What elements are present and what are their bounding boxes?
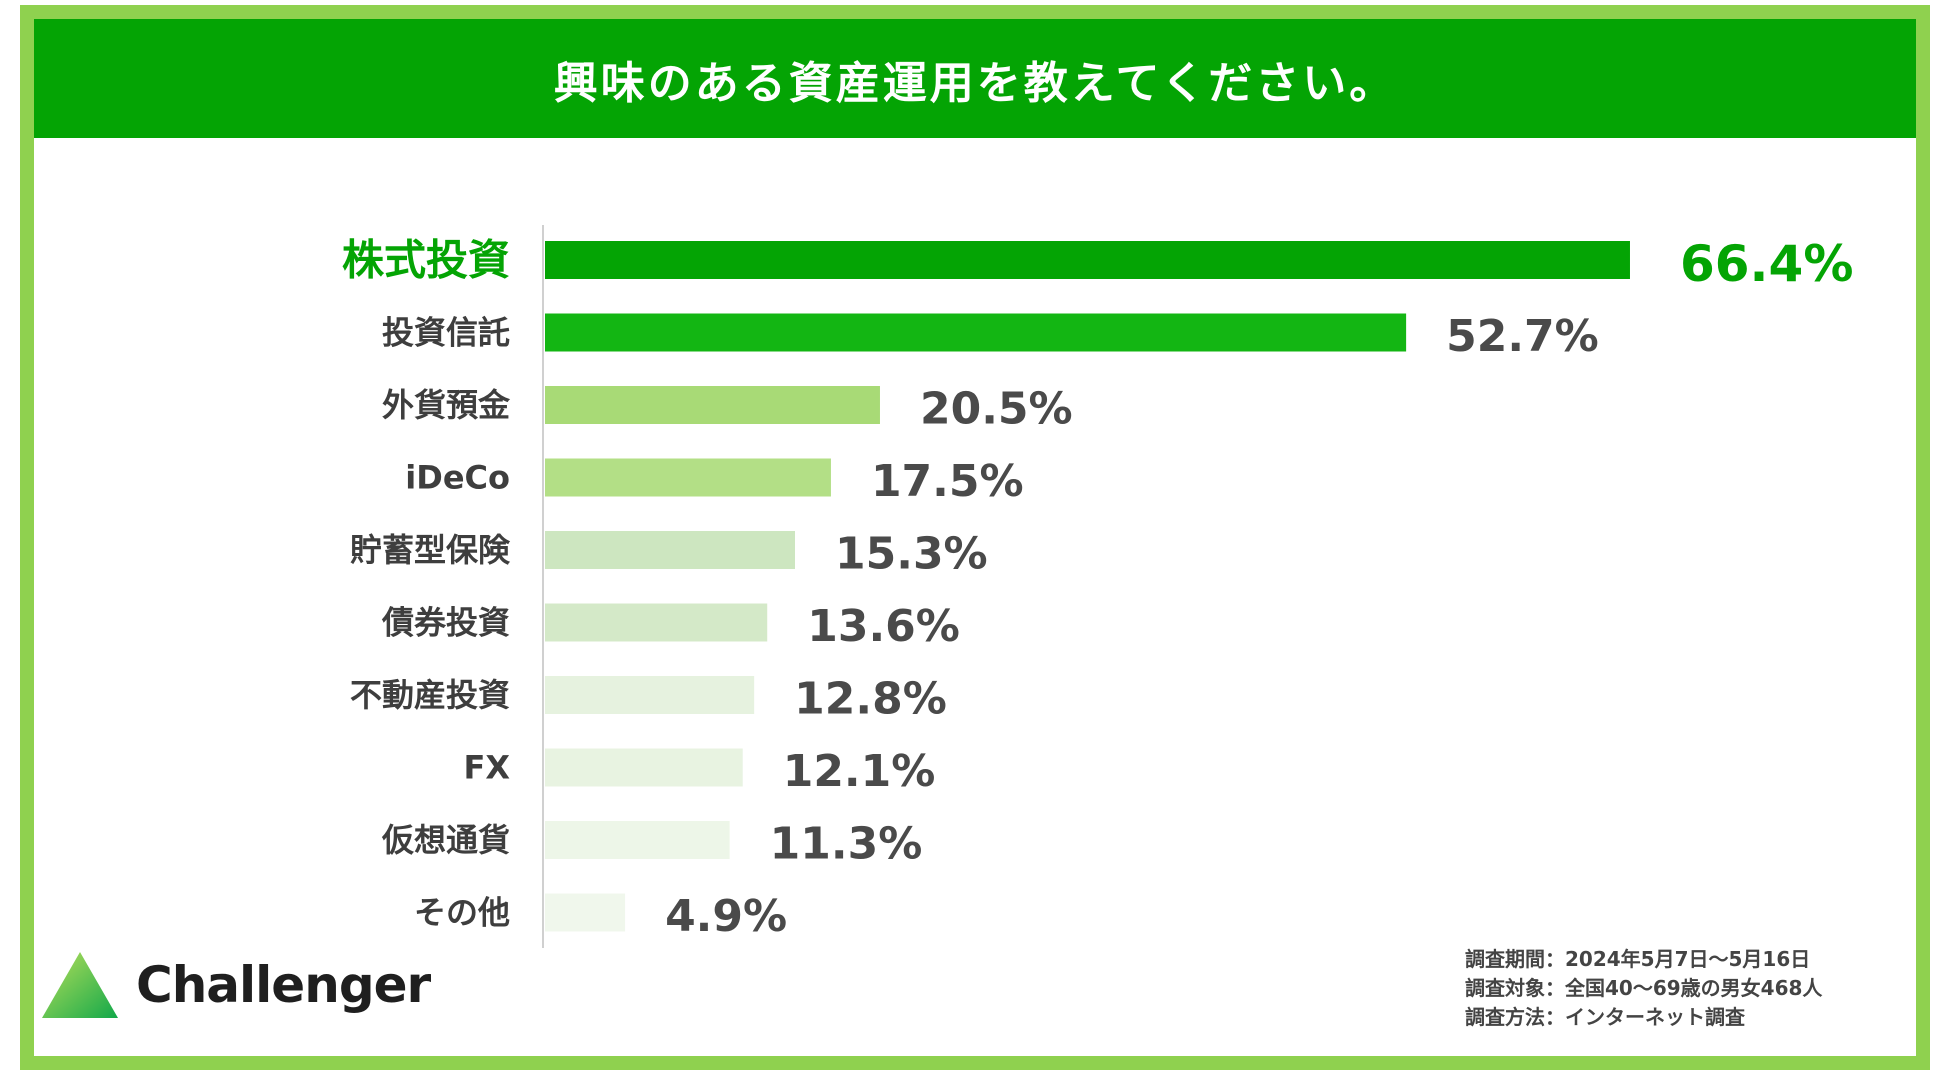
bar (545, 603, 768, 642)
category-label: 債券投資 (381, 604, 510, 642)
value-label: 12.8% (794, 674, 947, 725)
category-label: 仮想通貨 (381, 821, 510, 859)
bar (545, 241, 1630, 279)
title-banner: 興味のある資産運用を教えてください。 (34, 19, 1916, 138)
logo-wordmark: Challenger (136, 956, 431, 1014)
survey-notes: 調査期間：2024年5月7日〜5月16日 調査対象：全国40〜69歳の男女468… (1465, 945, 1822, 1032)
bar (545, 821, 730, 859)
value-label: 20.5% (920, 384, 1073, 435)
bar (545, 458, 831, 497)
note-period: 調査期間：2024年5月7日〜5月16日 (1465, 947, 1811, 971)
value-label: 15.3% (835, 529, 988, 580)
category-label: 投資信託 (382, 314, 510, 352)
note-target: 調査対象：全国40〜69歳の男女468人 (1465, 976, 1823, 1000)
bar (545, 386, 880, 424)
category-label: 不動産投資 (350, 676, 510, 714)
value-label: 12.1% (783, 746, 936, 797)
value-label: 66.4% (1680, 235, 1853, 293)
bar (545, 676, 755, 714)
value-label: 13.6% (807, 601, 960, 652)
brand-logo: Challenger (40, 950, 431, 1020)
category-label: 外貨預金 (382, 386, 511, 424)
chart-card: 興味のある資産運用を教えてください。 (20, 5, 1930, 1070)
category-label: 貯蓄型保険 (350, 531, 511, 569)
note-method: 調査方法：インターネット調査 (1465, 1005, 1745, 1029)
bar (545, 313, 1407, 352)
category-label: その他 (414, 894, 510, 932)
chart-title: 興味のある資産運用を教えてください。 (553, 57, 1397, 109)
value-label: 17.5% (871, 456, 1024, 507)
value-label: 11.3% (770, 819, 923, 870)
bar (545, 531, 796, 569)
green-triangle-icon (42, 952, 118, 1018)
value-label: 52.7% (1446, 311, 1599, 362)
category-label: FX (463, 749, 510, 787)
bar (545, 893, 626, 932)
category-label: 株式投資 (342, 236, 510, 285)
bar (545, 748, 743, 787)
category-label: iDeCo (405, 459, 510, 497)
value-label: 4.9% (665, 891, 787, 942)
